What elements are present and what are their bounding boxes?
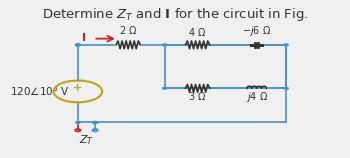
Text: +: + <box>73 83 83 93</box>
Circle shape <box>76 44 80 46</box>
Text: Determine $Z_T$ and $\mathbf{I}$ for the circuit in Fig.: Determine $Z_T$ and $\mathbf{I}$ for the… <box>42 6 308 23</box>
Text: $j$4 $\Omega$: $j$4 $\Omega$ <box>246 90 268 104</box>
Text: 120$\angle$10° V: 120$\angle$10° V <box>10 85 70 97</box>
Text: 3 $\Omega$: 3 $\Omega$ <box>188 90 207 102</box>
Text: 2 $\Omega$: 2 $\Omega$ <box>119 24 137 36</box>
Text: $-j$6 $\Omega$: $-j$6 $\Omega$ <box>242 24 271 38</box>
Circle shape <box>284 87 288 89</box>
Circle shape <box>162 87 167 89</box>
Text: 4 $\Omega$: 4 $\Omega$ <box>188 26 207 38</box>
Circle shape <box>162 44 167 46</box>
Circle shape <box>284 44 288 46</box>
Circle shape <box>76 122 80 123</box>
Text: $\mathbf{I}$: $\mathbf{I}$ <box>80 31 85 43</box>
Text: $Z_T$: $Z_T$ <box>79 133 94 147</box>
